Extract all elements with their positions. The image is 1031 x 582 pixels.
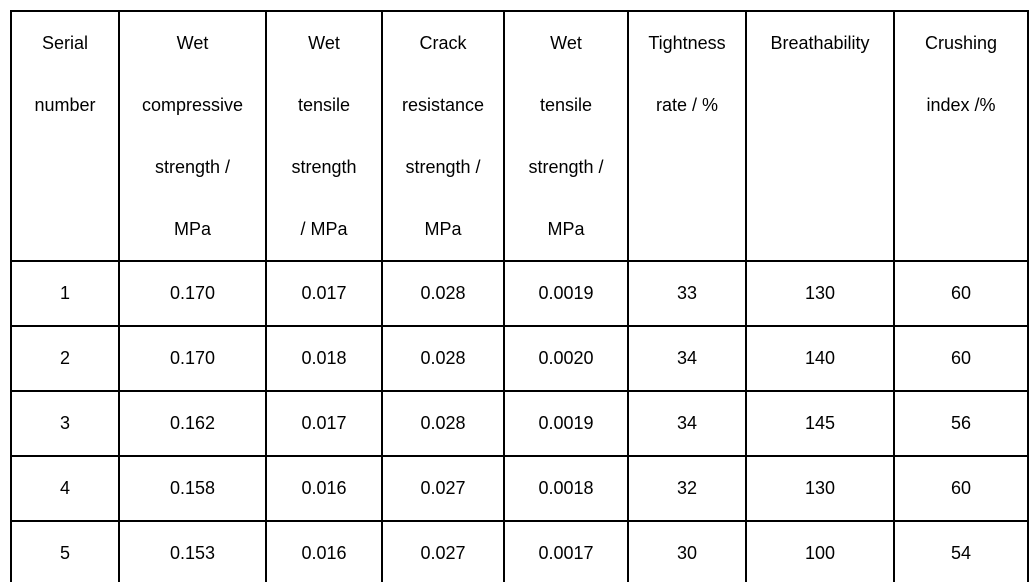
cell-tightness-rate: 34 bbox=[627, 325, 747, 392]
cell-tightness-rate: 32 bbox=[627, 455, 747, 522]
header-line: Tightness bbox=[648, 33, 726, 53]
table-header-row: Serial number Wet compressive strength /… bbox=[10, 10, 1029, 262]
header-line: strength / bbox=[528, 157, 604, 177]
header-line: Crushing bbox=[924, 33, 998, 53]
header-line: index /% bbox=[926, 95, 996, 115]
cell-wet-tensile-2: 0.0020 bbox=[503, 325, 629, 392]
cell-crack-resistance: 0.028 bbox=[381, 260, 505, 327]
header-line: MPa bbox=[424, 219, 462, 239]
header-line: / MPa bbox=[300, 219, 348, 239]
header-line: Breathability bbox=[770, 33, 870, 53]
cell-wet-tensile-1: 0.017 bbox=[265, 260, 383, 327]
header-line: compressive bbox=[141, 95, 244, 115]
cell-wet-tensile-1: 0.018 bbox=[265, 325, 383, 392]
cell-crushing-index: 60 bbox=[893, 325, 1029, 392]
header-line: resistance bbox=[401, 95, 485, 115]
header-line: Crack bbox=[419, 33, 467, 53]
cell-breathability: 130 bbox=[745, 455, 895, 522]
header-line: Serial bbox=[41, 33, 89, 53]
cell-wet-compressive: 0.170 bbox=[118, 325, 267, 392]
header-line: tensile bbox=[297, 95, 351, 115]
header-line: strength bbox=[291, 157, 357, 177]
cell-wet-compressive: 0.158 bbox=[118, 455, 267, 522]
cell-crack-resistance: 0.028 bbox=[381, 325, 505, 392]
cell-serial: 1 bbox=[10, 260, 120, 327]
cell-breathability: 130 bbox=[745, 260, 895, 327]
cell-crack-resistance: 0.027 bbox=[381, 520, 505, 582]
cell-serial: 4 bbox=[10, 455, 120, 522]
header-line: Wet bbox=[308, 33, 340, 53]
properties-table: Serial number Wet compressive strength /… bbox=[10, 10, 1029, 582]
column-header-tightness-rate: Tightness rate / % bbox=[627, 10, 747, 262]
cell-wet-compressive: 0.153 bbox=[118, 520, 267, 582]
table-row: 5 0.153 0.016 0.027 0.0017 30 100 54 bbox=[10, 520, 1029, 582]
table-row: 4 0.158 0.016 0.027 0.0018 32 130 60 bbox=[10, 455, 1029, 522]
table-row: 2 0.170 0.018 0.028 0.0020 34 140 60 bbox=[10, 325, 1029, 392]
header-line: strength / bbox=[154, 157, 231, 177]
header-line: MPa bbox=[547, 219, 585, 239]
cell-wet-tensile-2: 0.0017 bbox=[503, 520, 629, 582]
cell-wet-tensile-1: 0.016 bbox=[265, 520, 383, 582]
header-line: Wet bbox=[176, 33, 209, 53]
cell-serial: 2 bbox=[10, 325, 120, 392]
cell-serial: 3 bbox=[10, 390, 120, 457]
header-line: Wet bbox=[550, 33, 582, 53]
header-line: MPa bbox=[173, 219, 211, 239]
table-row: 3 0.162 0.017 0.028 0.0019 34 145 56 bbox=[10, 390, 1029, 457]
header-line: rate / % bbox=[655, 95, 719, 115]
cell-wet-compressive: 0.162 bbox=[118, 390, 267, 457]
cell-crushing-index: 60 bbox=[893, 455, 1029, 522]
header-line: number bbox=[34, 95, 96, 115]
cell-wet-tensile-2: 0.0019 bbox=[503, 390, 629, 457]
cell-wet-compressive: 0.170 bbox=[118, 260, 267, 327]
cell-breathability: 140 bbox=[745, 325, 895, 392]
table-row: 1 0.170 0.017 0.028 0.0019 33 130 60 bbox=[10, 260, 1029, 327]
cell-wet-tensile-2: 0.0018 bbox=[503, 455, 629, 522]
cell-wet-tensile-1: 0.016 bbox=[265, 455, 383, 522]
column-header-wet-compressive-strength: Wet compressive strength / MPa bbox=[118, 10, 267, 262]
cell-wet-tensile-1: 0.017 bbox=[265, 390, 383, 457]
column-header-crushing-index: Crushing index /% bbox=[893, 10, 1029, 262]
header-line: tensile bbox=[539, 95, 593, 115]
column-header-wet-tensile-strength-1: Wet tensile strength / MPa bbox=[265, 10, 383, 262]
cell-tightness-rate: 34 bbox=[627, 390, 747, 457]
cell-breathability: 145 bbox=[745, 390, 895, 457]
column-header-wet-tensile-strength-2: Wet tensile strength / MPa bbox=[503, 10, 629, 262]
column-header-crack-resistance-strength: Crack resistance strength / MPa bbox=[381, 10, 505, 262]
cell-tightness-rate: 30 bbox=[627, 520, 747, 582]
cell-crushing-index: 60 bbox=[893, 260, 1029, 327]
cell-wet-tensile-2: 0.0019 bbox=[503, 260, 629, 327]
cell-crack-resistance: 0.027 bbox=[381, 455, 505, 522]
column-header-breathability: Breathability bbox=[745, 10, 895, 262]
column-header-serial-number: Serial number bbox=[10, 10, 120, 262]
cell-crushing-index: 56 bbox=[893, 390, 1029, 457]
cell-serial: 5 bbox=[10, 520, 120, 582]
cell-tightness-rate: 33 bbox=[627, 260, 747, 327]
cell-breathability: 100 bbox=[745, 520, 895, 582]
header-line: strength / bbox=[405, 157, 481, 177]
cell-crushing-index: 54 bbox=[893, 520, 1029, 582]
cell-crack-resistance: 0.028 bbox=[381, 390, 505, 457]
